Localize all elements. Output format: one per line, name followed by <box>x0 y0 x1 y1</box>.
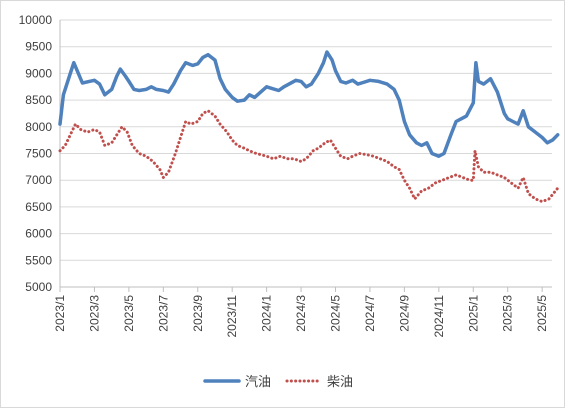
series-line-1 <box>58 109 560 204</box>
legend-label-1: 柴油 <box>327 375 353 390</box>
tick-labels: 5000 5500 6000 6500 7000 7500 8000 8500 9000 9500… <box>19 13 550 338</box>
x-tick-label: 2025/1 <box>466 295 480 332</box>
y-tick-label: 8000 <box>25 120 52 134</box>
y-tick-label: 7000 <box>25 173 52 187</box>
y-tick-label: 9000 <box>25 66 52 80</box>
x-tick-label: 2023/9 <box>191 295 205 332</box>
x-tick-label: 2023/1 <box>53 295 67 332</box>
legend-label-0: 汽油 <box>245 375 271 390</box>
axes <box>59 20 552 292</box>
series-lines <box>58 50 560 204</box>
y-tick-label: 10000 <box>19 13 53 27</box>
y-tick-label: 8500 <box>25 93 52 107</box>
y-tick-label: 6500 <box>25 200 52 214</box>
x-tick-label: 2024/9 <box>397 295 411 332</box>
x-tick-label: 2023/5 <box>122 295 136 332</box>
x-tick-label: 2024/7 <box>363 295 377 332</box>
series-line-0 <box>58 50 560 158</box>
x-tick-label: 2025/5 <box>535 295 549 332</box>
x-tick-label: 2024/5 <box>329 295 343 332</box>
legend: 汽油 柴油 <box>203 375 353 390</box>
x-tick-label: 2024/1 <box>260 295 274 332</box>
y-tick-label: 9500 <box>25 40 52 54</box>
grid-lines <box>60 19 552 288</box>
y-tick-label: 7500 <box>25 147 52 161</box>
y-tick-label: 5000 <box>25 280 52 294</box>
x-tick-label: 2025/3 <box>501 295 515 332</box>
x-tick-label: 2024/3 <box>294 295 308 332</box>
y-tick-label: 6000 <box>25 227 52 241</box>
x-tick-label: 2023/11 <box>225 295 239 338</box>
x-tick-label: 2024/11 <box>432 295 446 338</box>
y-tick-label: 5500 <box>25 253 52 267</box>
x-tick-label: 2023/3 <box>87 295 101 332</box>
x-tick-label: 2023/7 <box>156 295 170 332</box>
